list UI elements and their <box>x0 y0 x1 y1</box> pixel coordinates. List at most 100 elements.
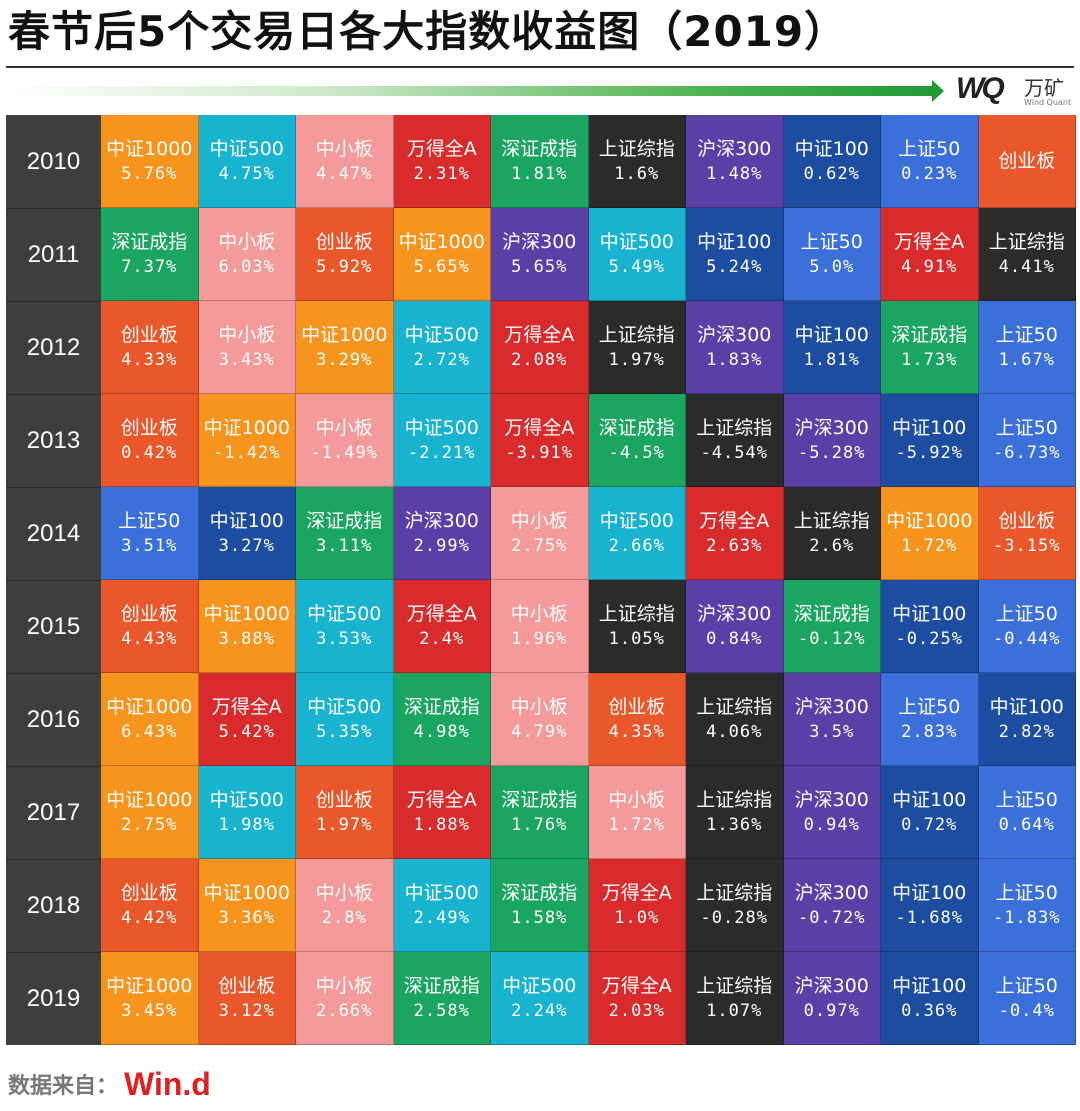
index-name: 中小板 <box>315 138 373 160</box>
index-name: 万得全A <box>406 789 477 811</box>
index-return-cell: 上证50 0.23% <box>881 115 979 208</box>
index-name: 沪深300 <box>794 882 869 904</box>
return-value: 2.6% <box>809 536 855 556</box>
return-value: -3.91% <box>505 443 573 463</box>
index-return-cell: 中证500 2.49% <box>393 859 491 952</box>
index-name: 沪深300 <box>697 324 772 346</box>
index-name: 中证100 <box>892 882 967 904</box>
index-name: 万得全A <box>601 975 672 997</box>
index-name: 上证50 <box>898 696 961 718</box>
index-name: 中证500 <box>209 138 284 160</box>
index-return-cell: 中小板 2.66% <box>296 952 394 1045</box>
index-return-cell: 上证综指 1.05% <box>588 580 686 673</box>
index-name: 中证1000 <box>398 231 485 253</box>
return-value: 4.41% <box>998 257 1055 277</box>
index-return-cell: 中证100 0.36% <box>881 952 979 1045</box>
index-name: 创业板 <box>315 789 373 811</box>
source-label: 数据来自： <box>8 1074 119 1099</box>
index-name: 中证500 <box>404 417 479 439</box>
index-name: 中证1000 <box>886 510 973 532</box>
index-name: 上证综指 <box>696 789 773 811</box>
row-divider <box>6 301 101 302</box>
return-value: 5.49% <box>608 257 665 277</box>
index-return-cell: 创业板 3.12% <box>198 952 296 1045</box>
return-value: 2.49% <box>413 908 470 928</box>
index-return-cell: 中小板 2.8% <box>296 859 394 952</box>
index-return-cell: 中证100 -1.68% <box>881 859 979 952</box>
return-value: -2.21% <box>408 443 476 463</box>
return-value: 4.91% <box>901 257 958 277</box>
index-name: 中证1000 <box>106 138 193 160</box>
return-value: -1.83% <box>993 908 1061 928</box>
return-value: 5.0% <box>809 257 855 277</box>
index-return-cell: 中证100 -0.25% <box>881 580 979 673</box>
index-return-cell: 创业板 4.35% <box>588 673 686 766</box>
return-value: 5.24% <box>706 257 763 277</box>
index-return-cell: 沪深300 -0.72% <box>783 859 881 952</box>
return-value: -4.5% <box>608 443 665 463</box>
return-value: 5.35% <box>316 722 373 742</box>
index-name: 深证成指 <box>891 324 968 346</box>
index-name: 中小板 <box>218 324 276 346</box>
return-value: 4.47% <box>316 164 373 184</box>
index-return-cell: 中小板 4.79% <box>491 673 589 766</box>
index-return-cell: 万得全A 4.91% <box>881 208 979 301</box>
index-return-cell: 创业板 1.97% <box>296 766 394 859</box>
index-name: 中证1000 <box>106 696 193 718</box>
index-return-cell: 中证1000 6.43% <box>101 673 199 766</box>
return-value: -0.25% <box>895 629 963 649</box>
return-value: -1.42% <box>213 443 281 463</box>
return-value: 2.99% <box>413 536 470 556</box>
index-name: 沪深300 <box>502 231 577 253</box>
index-return-cell: 深证成指 1.58% <box>491 859 589 952</box>
index-name: 万得全A <box>601 882 672 904</box>
return-value: 1.36% <box>706 815 763 835</box>
index-return-cell: 中证100 2.82% <box>978 673 1076 766</box>
index-return-cell: 万得全A 1.0% <box>588 859 686 952</box>
index-return-cell: 深证成指 1.76% <box>491 766 589 859</box>
year-label: 2014 <box>26 519 81 547</box>
index-name: 中证1000 <box>301 324 388 346</box>
index-name: 中证500 <box>599 510 674 532</box>
index-return-cell: 深证成指 1.73% <box>881 301 979 394</box>
index-return-cell: 万得全A -3.91% <box>491 394 589 487</box>
index-return-cell: 中证100 -5.92% <box>881 394 979 487</box>
return-value: 6.03% <box>218 257 275 277</box>
index-name: 上证50 <box>898 138 961 160</box>
index-return-cell: 深证成指 3.11% <box>296 487 394 580</box>
return-value: 2.66% <box>608 536 665 556</box>
index-return-cell: 上证50 -1.83% <box>978 859 1076 952</box>
return-value: 1.73% <box>901 350 958 370</box>
index-return-cell: 中证1000 3.45% <box>101 952 199 1045</box>
index-name: 上证综指 <box>793 510 870 532</box>
index-return-cell: 上证50 2.83% <box>881 673 979 766</box>
index-return-cell: 万得全A 1.88% <box>393 766 491 859</box>
return-value: 4.43% <box>121 629 178 649</box>
return-value: 1.81% <box>511 164 568 184</box>
index-name: 中证1000 <box>203 417 290 439</box>
return-value: 3.11% <box>316 536 373 556</box>
index-return-cell: 中证500 2.72% <box>393 301 491 394</box>
index-return-cell: 上证综指 -0.28% <box>686 859 784 952</box>
index-return-cell: 上证综指 4.41% <box>978 208 1076 301</box>
index-return-cell: 沪深300 0.94% <box>783 766 881 859</box>
index-name: 中证500 <box>307 603 382 625</box>
index-return-cell: 中证100 1.81% <box>783 301 881 394</box>
return-value: 4.35% <box>608 722 665 742</box>
index-name: 沪深300 <box>794 696 869 718</box>
return-value: 3.27% <box>218 536 275 556</box>
return-value: 1.0% <box>614 908 660 928</box>
index-name: 中证500 <box>307 696 382 718</box>
return-value: 1.98% <box>218 815 275 835</box>
index-name: 中小板 <box>510 510 568 532</box>
index-return-cell: 上证综指 1.97% <box>588 301 686 394</box>
return-value: 3.12% <box>218 1001 275 1021</box>
return-value: 1.96% <box>511 629 568 649</box>
return-value: 3.45% <box>121 1001 178 1021</box>
index-return-cell: 中小板 1.96% <box>491 580 589 673</box>
return-value: 2.66% <box>316 1001 373 1021</box>
index-name: 创业板 <box>998 150 1056 172</box>
index-return-cell: 上证50 5.0% <box>783 208 881 301</box>
index-name: 中小板 <box>315 975 373 997</box>
year-label: 2012 <box>26 333 81 361</box>
